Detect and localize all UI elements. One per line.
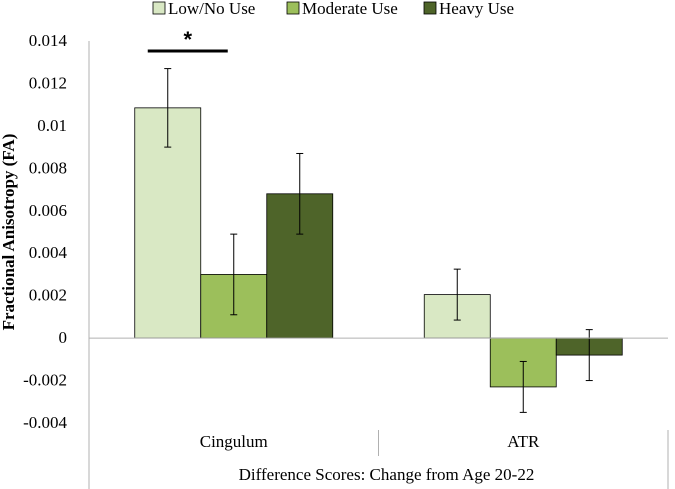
x-category-label: Cingulum (200, 432, 268, 451)
significance-marker: * (183, 27, 192, 52)
y-axis-title: Fractional Anisotropy (FA) (0, 134, 18, 331)
y-axis-title-group: Fractional Anisotropy (FA) (0, 134, 18, 331)
legend-swatch (152, 1, 166, 15)
error-bars (164, 68, 593, 413)
y-tick-label: -0.002 (23, 371, 67, 390)
y-tick-label: 0 (59, 328, 68, 347)
legend-label: Low/No Use (168, 0, 255, 18)
legend: Low/No Use Moderate Use Heavy Use (152, 0, 514, 18)
y-tick-label: 0.01 (37, 116, 67, 135)
significance-annotation: * (147, 27, 228, 53)
y-tick-label: 0.008 (29, 158, 67, 177)
y-tick-label: 0.012 (29, 73, 67, 92)
y-tick-label: 0.014 (29, 31, 68, 50)
x-axis-title: Difference Scores: Change from Age 20-22 (239, 465, 535, 484)
y-tick-label: -0.004 (23, 413, 67, 432)
y-tick-label: 0.002 (29, 286, 67, 305)
x-category-label: ATR (507, 432, 540, 451)
legend-label: Heavy Use (439, 0, 514, 18)
x-axis-categories: Cingulum ATR (200, 430, 669, 489)
legend-label: Moderate Use (302, 0, 398, 18)
y-tick-label: 0.006 (29, 201, 67, 220)
bars (134, 107, 623, 388)
legend-swatch (286, 1, 300, 15)
legend-swatch (423, 1, 437, 15)
y-tick-label: 0.004 (29, 243, 68, 262)
y-axis-ticks: 0.014 0.012 0.01 0.008 0.006 0.004 0.002 0 -0.00… (23, 31, 67, 432)
